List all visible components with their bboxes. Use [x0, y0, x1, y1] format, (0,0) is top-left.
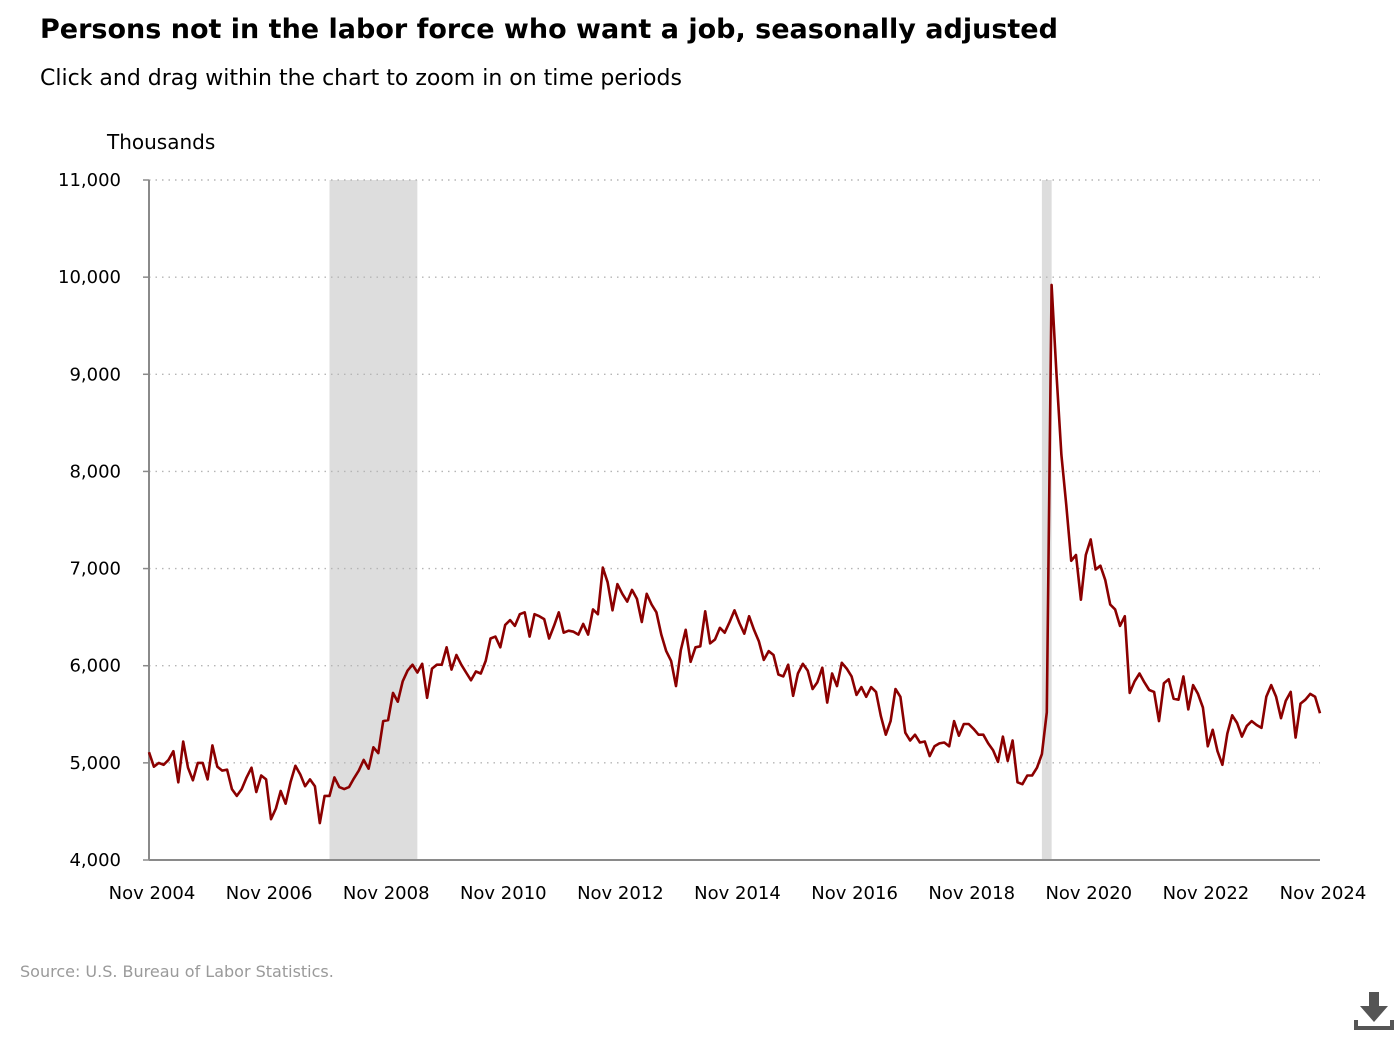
- y-tick-labels: 4,000 5,000 6,000 7,000 8,000 9,000 10,000 11,0…: [58, 170, 121, 871]
- recession-band-2: [1041, 180, 1052, 860]
- source-note: Source: U.S. Bureau of Labor Statistics.: [20, 962, 334, 981]
- axes: [148, 180, 1320, 861]
- series-line-1: [147, 283, 1322, 825]
- x-tick-label: Nov 2022: [1163, 883, 1250, 904]
- series-lines: [147, 283, 1322, 825]
- y-tick-label: 11,000: [58, 170, 121, 191]
- y-axis-label: Thousands: [106, 130, 215, 154]
- x-tick-label: Nov 2008: [343, 883, 430, 904]
- y-tick-label: 4,000: [69, 850, 121, 871]
- x-tick-label: Nov 2020: [1045, 883, 1132, 904]
- x-tick-labels: Nov 2004 Nov 2006 Nov 2008 Nov 2010 Nov 2012…: [109, 883, 1367, 904]
- gridlines: [143, 179, 1320, 861]
- recession-bands: [329, 180, 1052, 860]
- y-tick-label: 10,000: [58, 267, 121, 288]
- x-tick-label: Nov 2006: [226, 883, 313, 904]
- y-tick-label: 9,000: [69, 364, 121, 385]
- x-tick-label: Nov 2004: [109, 883, 196, 904]
- x-tick-label: Nov 2012: [577, 883, 664, 904]
- x-tick-label: Nov 2016: [811, 883, 898, 904]
- download-icon[interactable]: [1352, 990, 1396, 1034]
- x-tick-label: Nov 2018: [928, 883, 1015, 904]
- y-tick-label: 7,000: [69, 559, 121, 580]
- x-tick-label: Nov 2014: [694, 883, 781, 904]
- line-chart[interactable]: 4,000 5,000 6,000 7,000 8,000 9,000 10,000 11,0…: [0, 0, 1400, 940]
- y-tick-label: 6,000: [69, 656, 121, 677]
- chart-title: Persons not in the labor force who want …: [40, 14, 1058, 45]
- recession-band-1: [329, 180, 418, 860]
- y-tick-label: 5,000: [69, 753, 121, 774]
- x-tick-label: Nov 2010: [460, 883, 547, 904]
- y-tick-label: 8,000: [69, 461, 121, 482]
- chart-subtitle: Click and drag within the chart to zoom …: [40, 66, 682, 91]
- x-tick-label: Nov 2024: [1280, 883, 1367, 904]
